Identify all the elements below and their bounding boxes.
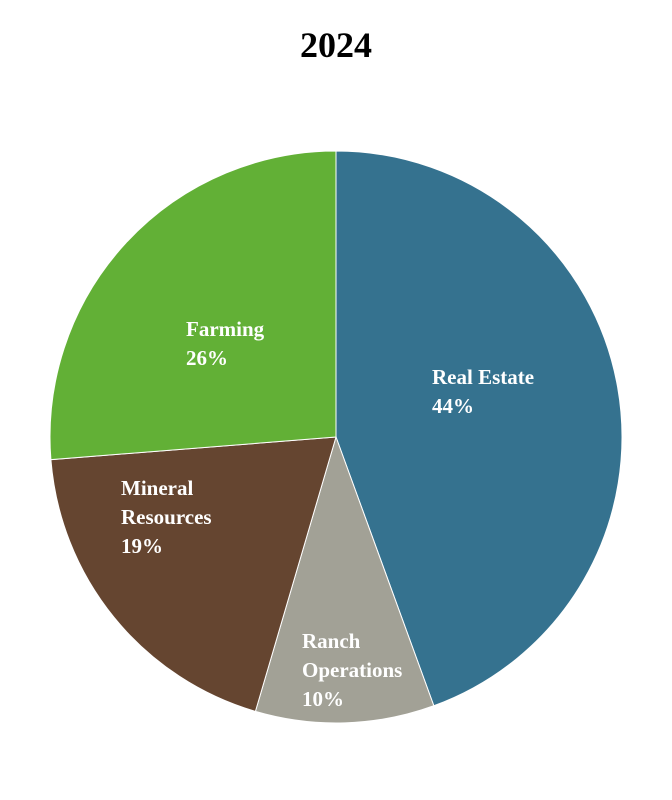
- pie-slice-3: [49, 150, 337, 461]
- slice-label-1: Ranch Operations 10%: [302, 629, 402, 711]
- slice-value-label: 26%: [186, 346, 228, 370]
- chart-title: 2024: [300, 25, 372, 65]
- slice-label-3: Farming 26%: [186, 317, 265, 370]
- slice-label-0: Real Estate 44%: [432, 365, 534, 418]
- slice-value-label: 10%: [302, 687, 344, 711]
- slice-category-label: Mineral: [121, 476, 193, 500]
- slice-category-label: Ranch: [302, 629, 361, 653]
- slice-category-label: Real Estate: [432, 365, 534, 389]
- slice-value-label: 44%: [432, 394, 474, 418]
- slice-category-label: Farming: [186, 317, 265, 341]
- slice-category-label: Operations: [302, 658, 402, 682]
- slice-category-label: Resources: [121, 505, 212, 529]
- slice-value-label: 19%: [121, 534, 163, 558]
- pie-slice-2: [50, 436, 337, 713]
- slice-label-2: Mineral Resources 19%: [121, 476, 212, 558]
- pie-slice-0: [335, 150, 623, 707]
- pie-slice-1: [254, 435, 435, 724]
